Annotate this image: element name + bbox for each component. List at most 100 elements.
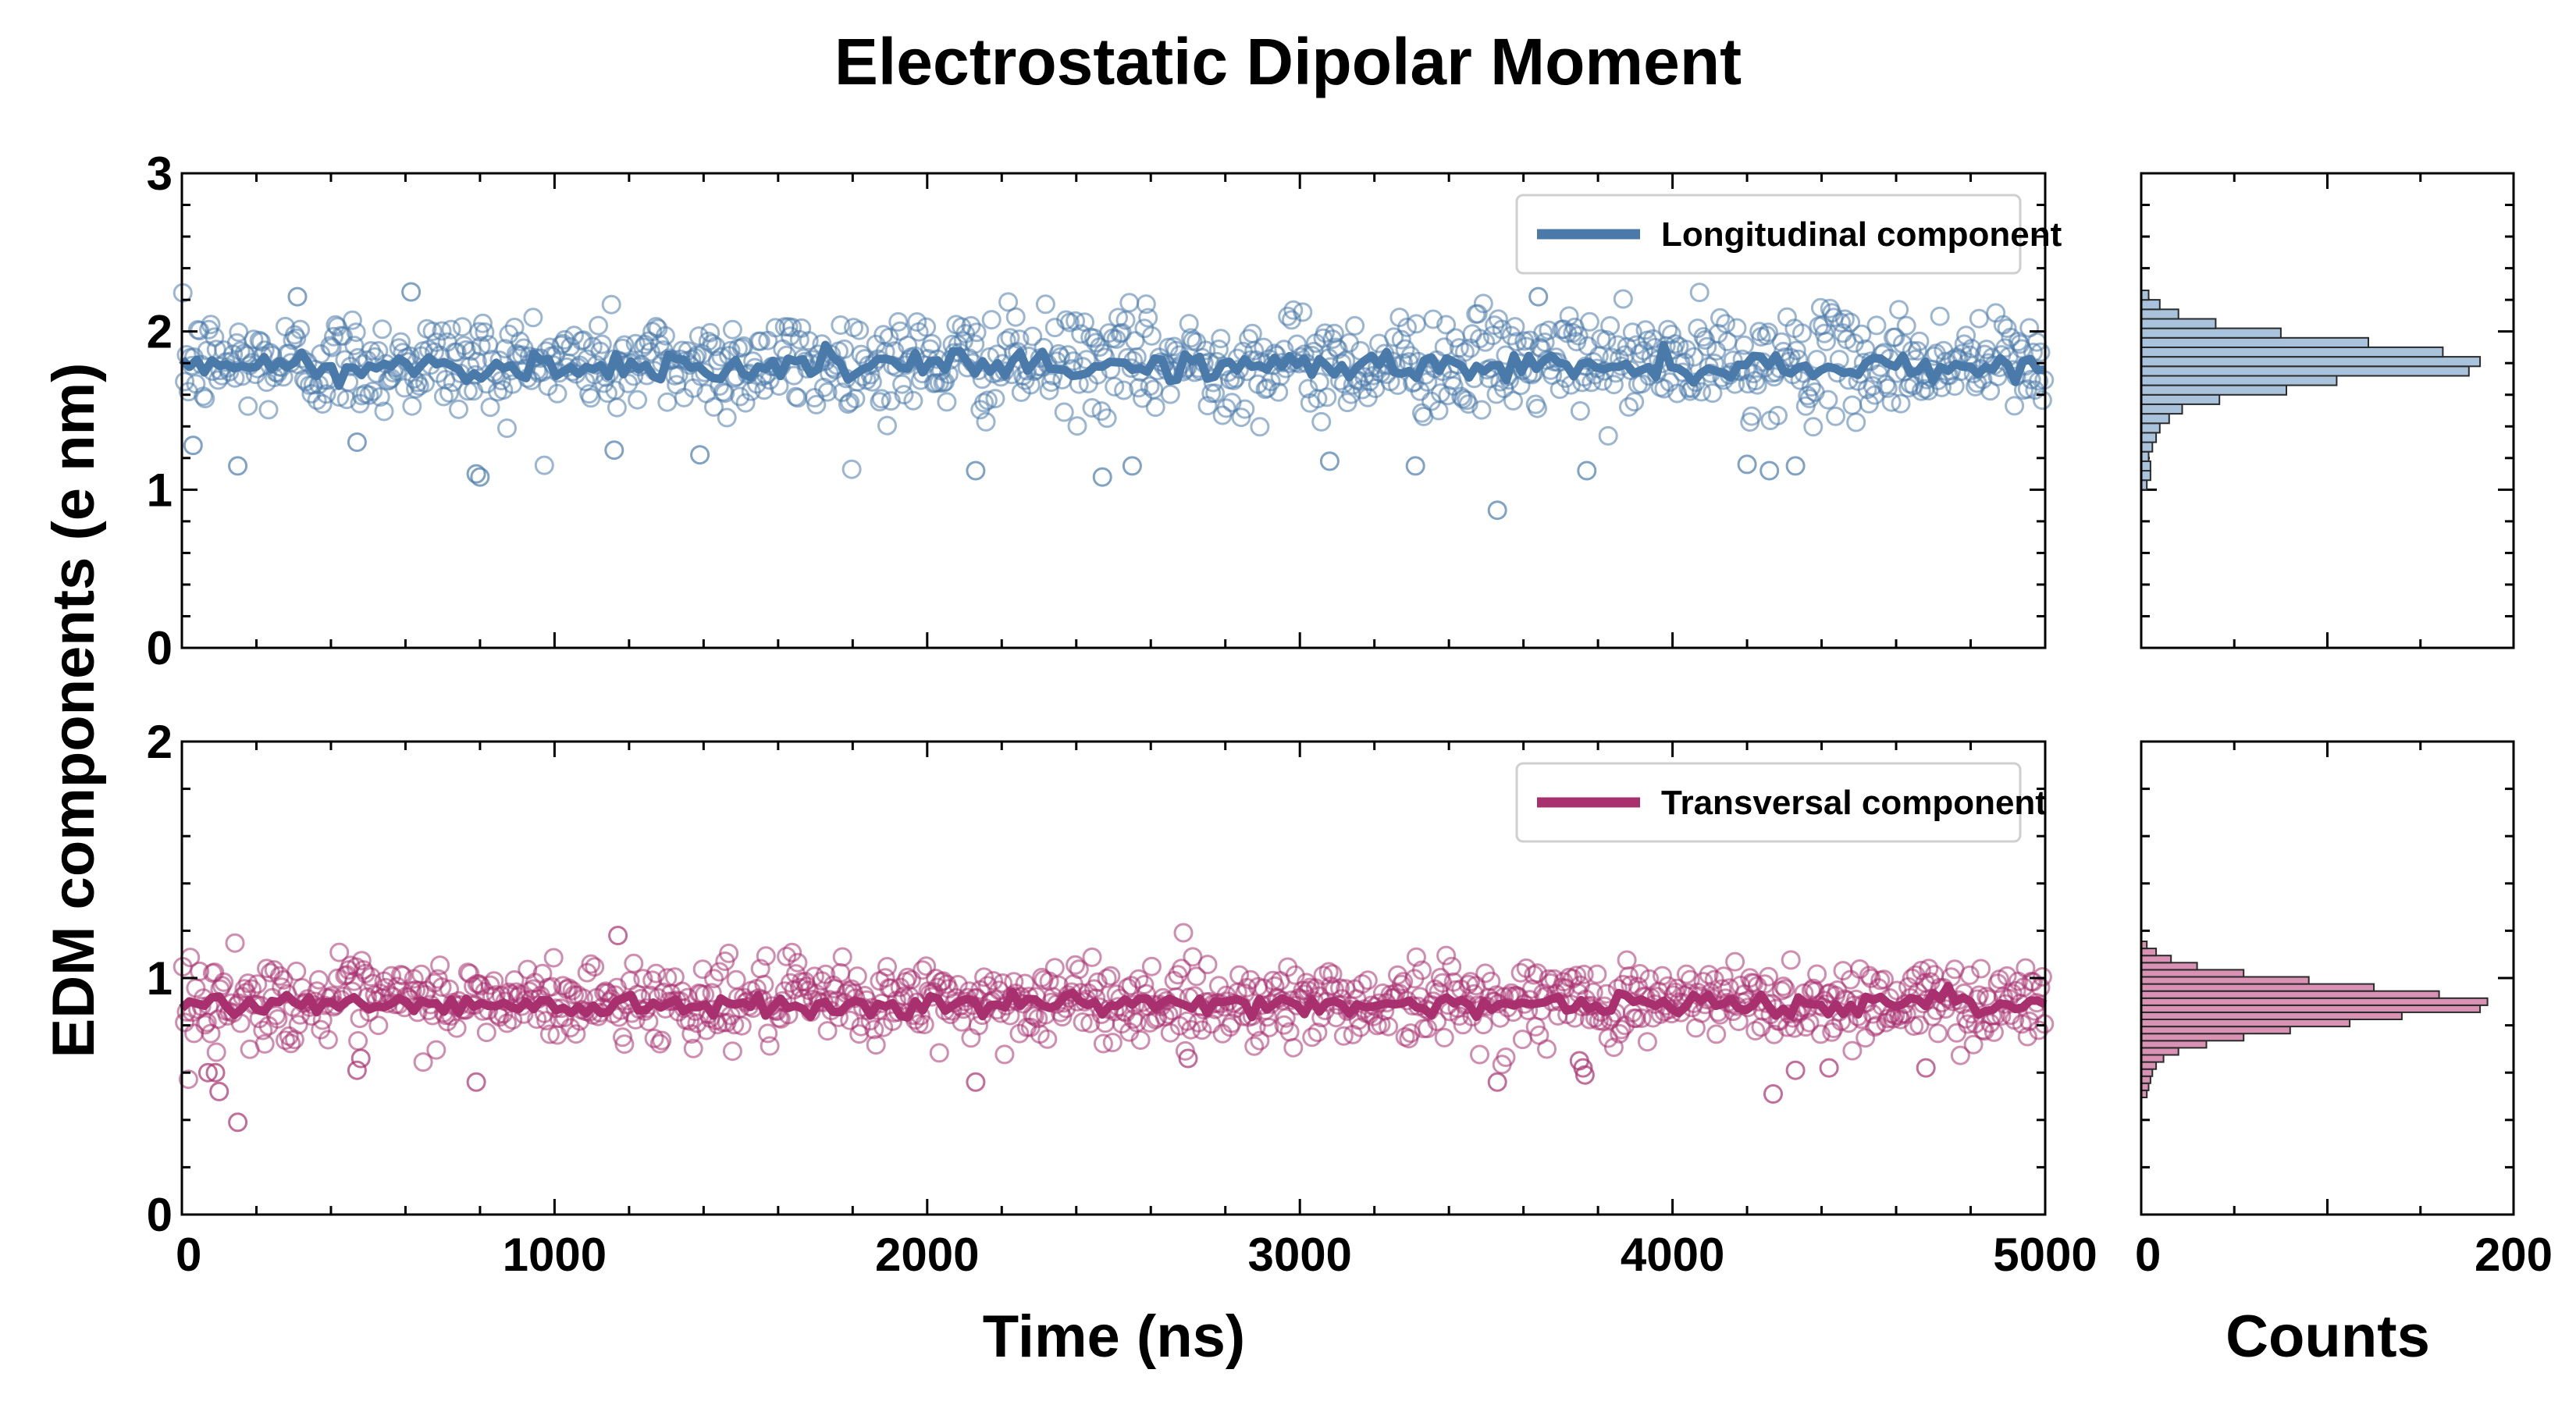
data-point	[914, 1015, 934, 1034]
data-point	[806, 394, 827, 414]
data-point	[589, 315, 608, 336]
data-point	[1283, 1037, 1304, 1058]
data-point	[1239, 329, 1259, 349]
data-point	[1473, 1015, 1493, 1035]
data-point	[1311, 411, 1332, 432]
data-point	[628, 389, 648, 410]
histogram-bar	[2140, 413, 2170, 425]
x-tick-label: 0	[176, 1229, 201, 1281]
data-point	[646, 963, 666, 984]
longitudinal-histogram	[2140, 290, 2482, 491]
data-point	[422, 321, 443, 341]
data-point	[1066, 955, 1086, 975]
data-point	[1818, 389, 1838, 410]
data-point	[966, 322, 987, 343]
data-point	[1039, 380, 1059, 400]
outlier-point	[209, 1081, 229, 1101]
data-point	[633, 969, 653, 989]
outlier-point	[1763, 1084, 1783, 1104]
data-point	[1244, 1036, 1265, 1056]
data-point	[1101, 966, 1121, 986]
outlier-point	[1319, 451, 1340, 471]
outlier-point	[350, 1048, 371, 1069]
data-point	[1775, 979, 1795, 999]
data-point	[1997, 966, 2017, 986]
data-point	[1881, 392, 1902, 412]
data-point	[566, 1024, 586, 1044]
data-point	[879, 327, 899, 347]
histogram-bar	[2140, 990, 2440, 999]
histogram-bar	[2140, 356, 2482, 368]
data-point	[1024, 1006, 1044, 1026]
outlier-point	[1577, 461, 1597, 481]
data-point	[984, 971, 1003, 991]
data-point	[1630, 964, 1650, 984]
data-point	[1866, 315, 1887, 336]
data-point	[1293, 302, 1313, 322]
legend-box	[1515, 194, 2022, 275]
data-point	[1283, 300, 1304, 320]
transversal-legend: Transversal component	[1515, 762, 2047, 843]
data-point	[1505, 317, 1525, 337]
histogram-bar	[2140, 997, 2489, 1006]
data-point	[1924, 346, 1944, 366]
data-point	[1302, 1027, 1322, 1048]
data-point	[2032, 390, 2052, 411]
data-point	[871, 389, 891, 409]
data-point	[1742, 406, 1762, 426]
data-point	[1442, 956, 1462, 976]
data-point	[1246, 1017, 1266, 1037]
data-point	[1807, 964, 1827, 984]
data-point	[2005, 396, 2025, 416]
data-point	[903, 390, 923, 411]
histogram-bar	[2140, 1068, 2154, 1077]
data-point	[2021, 369, 2041, 389]
data-point	[1507, 332, 1527, 352]
data-point	[994, 1044, 1015, 1065]
data-point	[1889, 300, 1909, 320]
data-point	[1877, 378, 1898, 398]
data-point	[961, 1028, 981, 1048]
histogram-bar	[2140, 1011, 2403, 1021]
histogram-bar	[2140, 403, 2183, 415]
data-point	[601, 294, 621, 315]
data-point	[534, 455, 554, 475]
data-point	[413, 1052, 433, 1072]
outlier-point	[1122, 456, 1142, 476]
data-point	[1859, 966, 1879, 986]
data-point	[1863, 375, 1883, 396]
data-point	[657, 392, 678, 412]
data-point	[286, 961, 307, 981]
histogram-bar	[2140, 346, 2444, 358]
data-point	[1434, 1027, 1454, 1048]
outlier-point	[205, 1062, 226, 1083]
data-point	[750, 331, 770, 351]
data-point	[1596, 330, 1617, 350]
data-point	[2030, 342, 2051, 362]
data-point	[348, 1031, 368, 1051]
data-point	[1950, 1045, 1970, 1065]
data-point	[849, 320, 870, 340]
data-point	[1747, 375, 1767, 395]
data-point	[1928, 1023, 1948, 1044]
data-point	[1141, 325, 1162, 346]
data-point	[875, 968, 895, 988]
data-point	[374, 401, 394, 422]
data-point	[253, 1020, 273, 1040]
data-point	[961, 315, 981, 336]
data-point	[1768, 405, 1788, 425]
data-point	[1391, 329, 1411, 350]
data-point	[916, 956, 937, 976]
data-point	[1125, 331, 1145, 351]
data-point	[1379, 1016, 1399, 1037]
outlier-point	[1528, 286, 1549, 307]
data-point	[1160, 384, 1180, 404]
data-point	[342, 310, 362, 330]
histogram-bar	[2140, 393, 2221, 405]
data-point	[1637, 1032, 1657, 1052]
data-point	[581, 954, 601, 974]
data-point	[1550, 379, 1570, 400]
data-point	[1412, 960, 1432, 980]
data-point	[862, 372, 882, 392]
legend-box	[1515, 762, 2022, 843]
